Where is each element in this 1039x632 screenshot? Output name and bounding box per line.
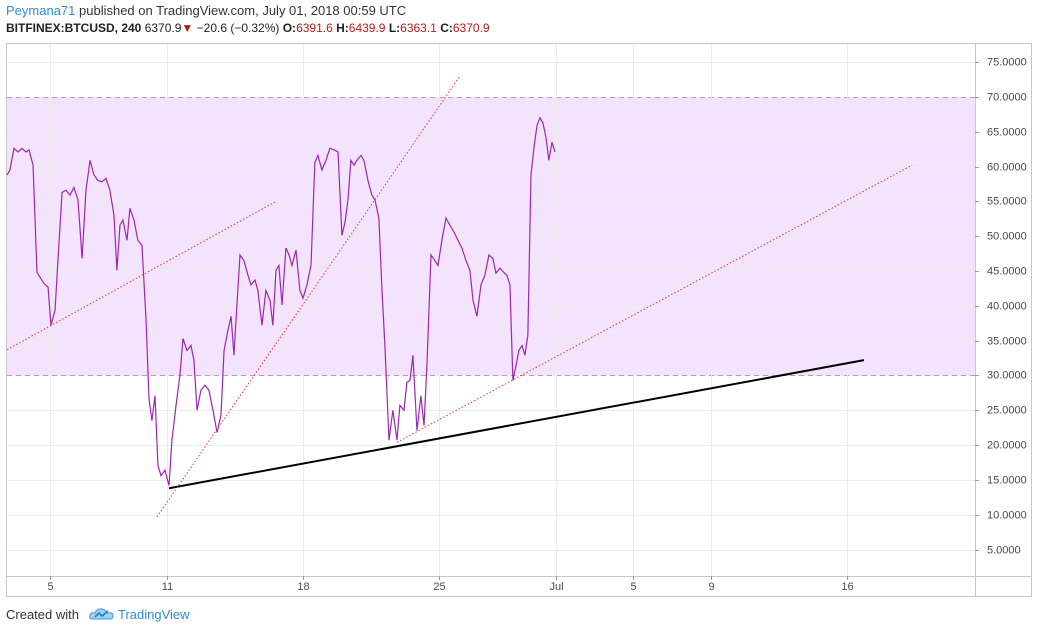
y-tick-label: 10.0000 [987,509,1027,521]
y-tick-label: 35.0000 [987,335,1027,347]
trend-line [156,75,461,518]
y-tick-label: 45.0000 [987,265,1027,277]
trend-line [6,200,277,351]
close-label: C: [440,21,453,35]
publish-line: Peymana71 published on TradingView.com, … [6,3,406,18]
y-tick-label: 50.0000 [987,230,1027,242]
y-tick-label: 70.0000 [987,91,1027,103]
plot [6,75,913,518]
x-tick-label: 25 [433,581,445,593]
low-label: L: [388,21,401,35]
frame [6,43,1032,597]
footer: Created with TradingView [6,605,190,622]
published: published on TradingView.com, July 01, 2… [75,3,407,18]
y-tick-label: 20.0000 [987,439,1027,451]
brand[interactable]: TradingView [118,607,190,622]
open-label: O: [282,21,297,35]
y-tick-label: 15.0000 [987,474,1027,486]
author[interactable]: Peymana71 [6,3,76,18]
y-tick-label: 60.0000 [987,161,1027,173]
x-tick-label: 9 [708,581,714,593]
y-tick-label: 55.0000 [987,195,1027,207]
close: 6370.9 [452,21,490,35]
x-tick-label: 5 [47,581,53,593]
x-tick-label: 5 [630,581,636,593]
x-tick-label: 16 [841,581,853,593]
brand-logo[interactable] [88,607,115,621]
y-tick-label: 65.0000 [987,126,1027,138]
y-tick-label: 75.0000 [987,56,1027,68]
quote-line: BITFINEX:BTCUSD, 240 6370.9▼ −20.6 (−0.3… [6,21,490,35]
created-with: Created with [6,607,79,622]
last: 6370.9 [144,21,182,35]
low: 6363.1 [400,21,437,35]
x-tick-label: 18 [297,581,309,593]
y-tick-label: 5.0000 [987,544,1021,556]
y-tick-label: 30.0000 [987,369,1027,381]
change: −20.6 (−0.32%) [196,21,280,35]
high-label: H: [336,21,349,35]
chart: 5.0000 10.0000 15.0000 20.0000 25.0000 30.000… [6,43,1032,597]
axes: 5.0000 10.0000 15.0000 20.0000 25.0000 30.000… [47,56,1026,593]
down-arrow: ▼ [181,21,194,35]
trend-line [396,164,913,443]
y-tick-label: 25.0000 [987,404,1027,416]
open: 6391.6 [296,21,333,35]
x-tick-label: 11 [162,581,173,593]
grid [7,44,975,576]
indicator-line [6,116,556,486]
y-tick-label: 40.0000 [987,300,1027,312]
high: 6439.9 [348,21,386,35]
x-tick-label: Jul [549,581,563,593]
symbol: BITFINEX:BTCUSD, 240 [6,21,142,35]
trend-line [168,359,865,490]
